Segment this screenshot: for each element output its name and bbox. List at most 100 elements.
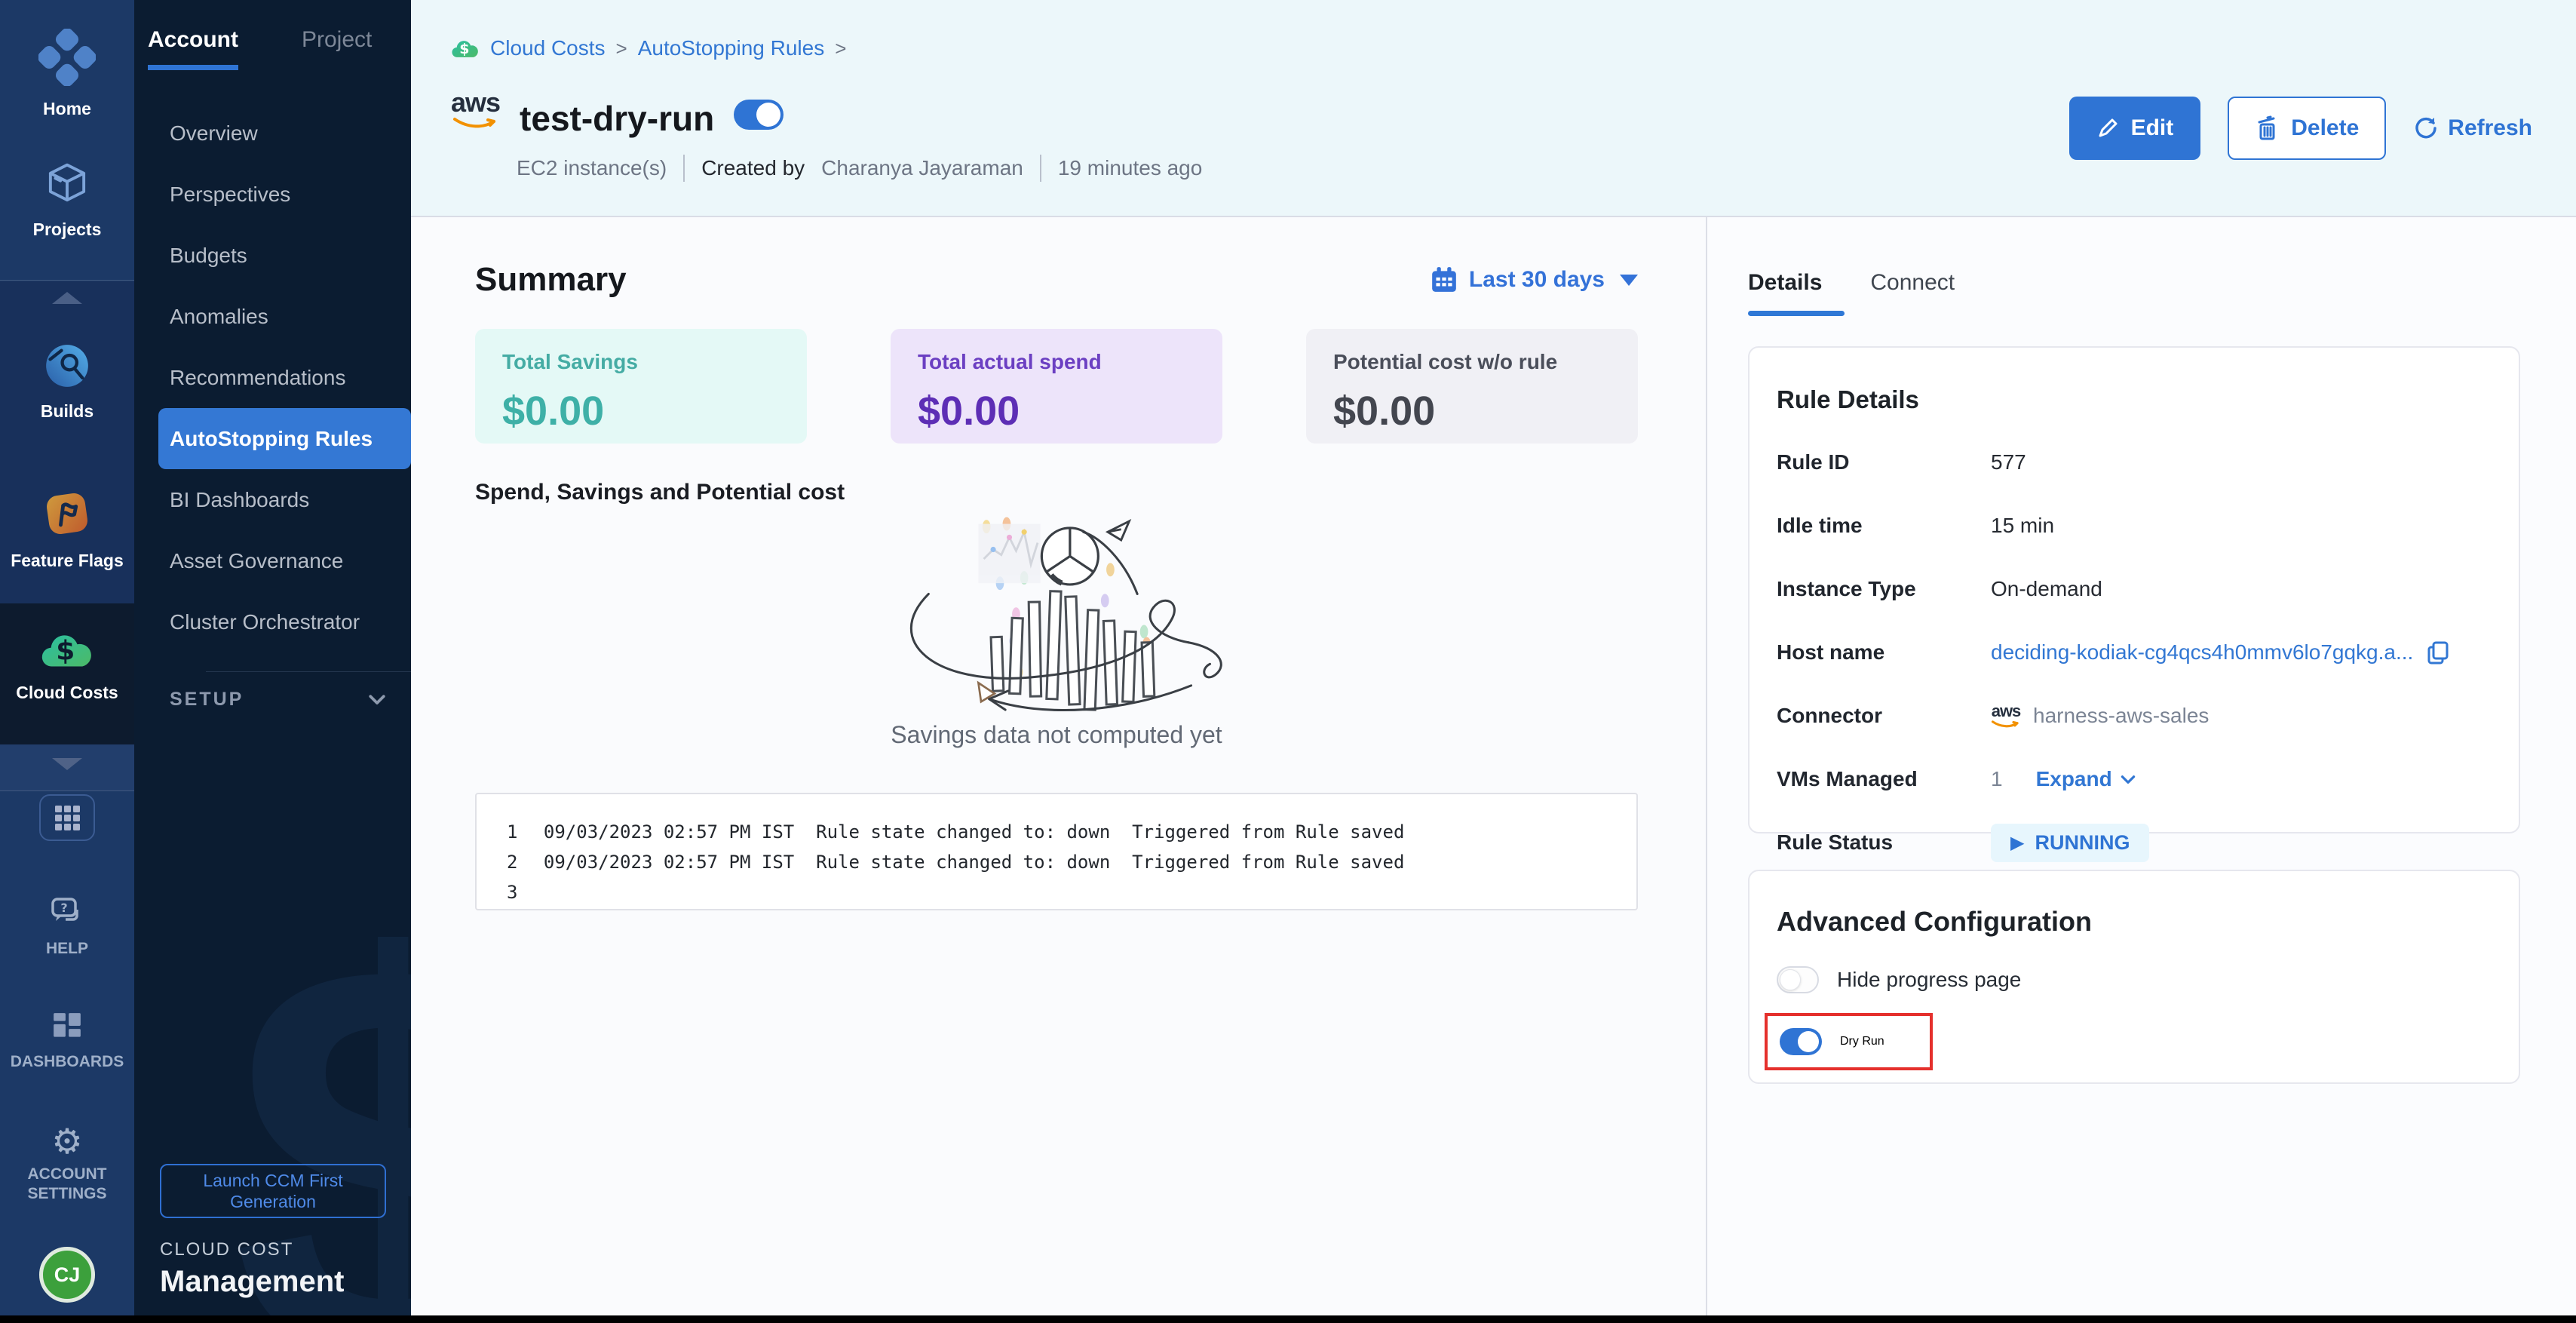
date-range-picker[interactable]: Last 30 days <box>1430 266 1638 294</box>
sidebar-item-asset-governance[interactable]: Asset Governance <box>170 549 344 572</box>
created-by-label: Created by <box>701 156 805 180</box>
rule-id-label: Rule ID <box>1777 450 1850 474</box>
empty-chart-text: Savings data not computed yet <box>891 721 1222 748</box>
rule-subtitle: EC2 instance(s) Created by Charanya Jaya… <box>517 155 1202 182</box>
sidebar-item-budgets[interactable]: Budgets <box>170 244 247 267</box>
caret-down-icon <box>1620 274 1638 286</box>
empty-chart-illustration <box>475 513 1638 718</box>
tab-account[interactable]: Account <box>148 27 238 70</box>
details-tabs: Details Connect <box>1748 270 2576 296</box>
total-actual-spend-card: Total actual spend $0.00 <box>891 329 1222 444</box>
tab-project[interactable]: Project <box>302 27 373 52</box>
sidebar-item-anomalies[interactable]: Anomalies <box>170 305 268 328</box>
sidebar-item-recommendations[interactable]: Recommendations <box>170 366 346 389</box>
breadcrumb: $ Cloud Costs > AutoStopping Rules > <box>451 36 846 60</box>
rule-id-row: Rule ID 577 <box>1777 447 2476 477</box>
rail-item-builds[interactable]: Builds <box>0 343 134 422</box>
tab-details[interactable]: Details <box>1748 270 1823 295</box>
rule-status-badge[interactable]: ▶ RUNNING <box>1991 823 2150 862</box>
vms-managed-label: VMs Managed <box>1777 767 1918 790</box>
tab-connect[interactable]: Connect <box>1870 270 1955 295</box>
user-avatar[interactable]: CJ <box>39 1247 95 1303</box>
expand-label: Expand <box>2035 767 2112 790</box>
brand-line-1: CLOUD COST <box>160 1239 294 1260</box>
cloud-costs-breadcrumb-icon: $ <box>451 37 480 60</box>
sidebar-item-perspectives[interactable]: Perspectives <box>170 183 291 206</box>
module-brand: CLOUD COST Management <box>160 1239 345 1299</box>
rail-item-feature-flags[interactable]: Feature Flags <box>0 490 134 571</box>
aws-logo-icon: aws <box>451 89 501 130</box>
sidebar-setup-toggle[interactable]: SETUP <box>170 688 388 711</box>
flag-icon <box>43 490 91 538</box>
rail-label-home: Home <box>43 99 91 118</box>
total-actual-spend-label: Total actual spend <box>918 350 1102 373</box>
rail-label-dashboards: DASHBOARDS <box>10 1053 124 1070</box>
copy-icon[interactable] <box>2425 640 2451 665</box>
hide-progress-row: Hide progress page <box>1777 966 2476 993</box>
sidebar-item-bi-dashboards[interactable]: BI Dashboards <box>170 488 310 511</box>
aws-connector-icon: aws <box>1991 703 2021 729</box>
total-savings-label: Total Savings <box>502 350 638 373</box>
delete-button[interactable]: Delete <box>2228 97 2387 160</box>
connector-label: Connector <box>1777 704 1882 727</box>
breadcrumb-autostopping-rules[interactable]: AutoStopping Rules <box>637 36 825 60</box>
cloud-dollar-icon: $ <box>40 629 94 670</box>
rail-item-home[interactable]: Home <box>0 29 134 119</box>
details-panel: Details Connect Rule Details Rule ID 577… <box>1706 217 2576 1315</box>
setup-label: SETUP <box>170 688 244 710</box>
created-by-name: Charanya Jayaraman <box>821 156 1023 180</box>
gear-icon: ⚙ <box>51 1122 83 1161</box>
instance-type-text: EC2 instance(s) <box>517 156 667 180</box>
potential-cost-value: $0.00 <box>1333 388 1436 434</box>
cube-icon <box>44 160 90 207</box>
builds-icon <box>44 343 90 388</box>
sidebar-item-overview[interactable]: Overview <box>170 121 258 145</box>
dollar-watermark: $ <box>232 844 411 1316</box>
rail-label-projects: Projects <box>32 219 102 239</box>
svg-text:$: $ <box>56 636 75 667</box>
idle-time-value: 15 min <box>1991 514 2055 537</box>
brand-line-2: Management <box>160 1265 345 1298</box>
sidebar-divider <box>206 671 411 672</box>
page-title: test-dry-run <box>520 99 715 138</box>
hide-progress-toggle[interactable] <box>1777 966 1819 993</box>
rail-item-cloud-costs[interactable]: $ Cloud Costs <box>0 629 134 703</box>
chevron-down-icon <box>2118 769 2138 789</box>
refresh-button[interactable]: Refresh <box>2413 115 2532 141</box>
page-header: $ Cloud Costs > AutoStopping Rules > aws… <box>411 0 2576 217</box>
host-name-label: Host name <box>1777 640 1885 664</box>
trash-icon <box>2255 115 2279 141</box>
connector-name: harness-aws-sales <box>2033 704 2210 727</box>
rail-item-help[interactable]: ? HELP <box>0 896 134 959</box>
expand-vms-link[interactable]: Expand <box>2036 767 2138 791</box>
rail-item-cloud-costs-active[interactable]: $ Cloud Costs <box>0 603 134 744</box>
rail-item-account-settings[interactable]: ⚙ ACCOUNT SETTINGS <box>0 1124 134 1204</box>
dry-run-toggle[interactable] <box>1780 1028 1822 1055</box>
module-picker-button[interactable] <box>39 794 95 841</box>
launch-ccm-first-gen-button[interactable]: Launch CCM First Generation <box>160 1164 386 1218</box>
rail-label-cloud-costs: Cloud Costs <box>16 683 118 702</box>
breadcrumb-cloud-costs[interactable]: Cloud Costs <box>490 36 606 60</box>
dry-run-annotation-box: Dry Run <box>1765 1013 1933 1070</box>
rail-item-dashboards[interactable]: DASHBOARDS <box>0 1011 134 1072</box>
rail-label-builds: Builds <box>40 401 94 421</box>
sidebar-item-cluster-orchestrator[interactable]: Cluster Orchestrator <box>170 610 360 634</box>
vms-managed-row: VMs Managed 1 Expand <box>1777 764 2476 794</box>
edit-button[interactable]: Edit <box>2068 97 2201 160</box>
grid-icon <box>52 803 82 833</box>
host-name-link[interactable]: deciding-kodiak-cg4qcs4h0mmv6lo7gqkg.a..… <box>1991 640 2414 664</box>
rail-label-help: HELP <box>45 940 88 957</box>
rail-item-projects[interactable]: Projects <box>0 160 134 240</box>
rail-scroll-down[interactable] <box>0 744 134 791</box>
refresh-button-label: Refresh <box>2448 115 2532 140</box>
sidebar-item-autostopping-rules[interactable]: AutoStopping Rules <box>158 408 411 469</box>
vms-managed-count: 1 <box>1991 767 2003 790</box>
calendar-icon <box>1430 266 1458 294</box>
subtitle-divider-2 <box>1039 155 1041 182</box>
rule-enabled-toggle[interactable] <box>734 100 784 130</box>
breadcrumb-separator-2: > <box>835 36 847 60</box>
dashboards-icon <box>51 1011 83 1042</box>
summary-section: Summary <box>411 217 1706 1315</box>
rail-scroll-up[interactable] <box>0 292 134 304</box>
